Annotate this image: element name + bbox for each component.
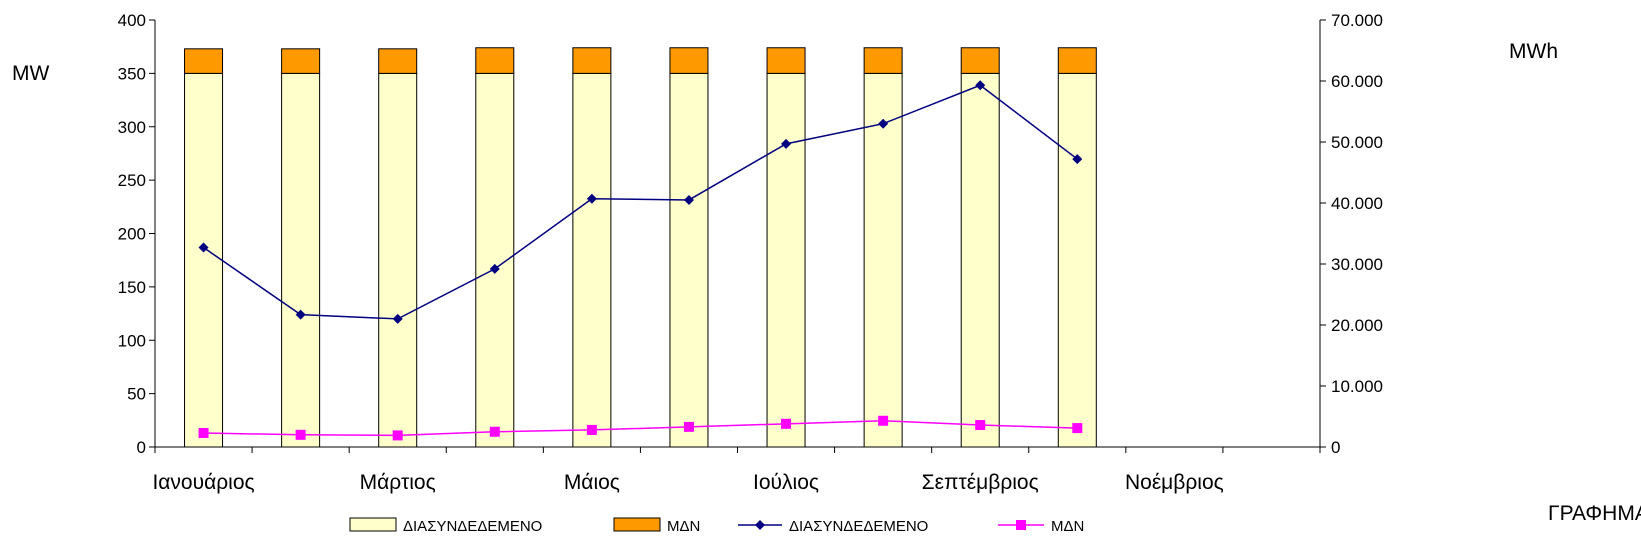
left-tick-label: 300 [118,118,146,137]
figure-caption: ΓΡΑΦΗΜΑ [1548,502,1641,525]
right-tick-label: 70.000 [1331,11,1383,30]
diamond-marker-point [781,138,792,149]
diamond-marker-point [878,118,889,129]
right-tick-label: 20.000 [1331,316,1383,335]
bar-interconnected [766,72,806,448]
bar-ndn [669,47,709,74]
legend-swatch-ndn-bar [613,517,661,532]
legend-label-interconnected-bar: ΔΙΑΣΥΝΔΕΔΕΜΕΝΟ [403,518,542,535]
right-tick-label: 0 [1331,438,1340,457]
square-marker-point [198,427,209,438]
right-tick-label: 30.000 [1331,255,1383,274]
left-tick-label: 50 [127,385,146,404]
category-label: Ιούλιος [753,471,819,494]
bar-ndn [1057,47,1097,74]
left-tick-label: 250 [118,171,146,190]
bar-interconnected [1057,72,1097,448]
category-label: Σεπτέμβριος [922,471,1039,494]
right-tick-label: 60.000 [1331,72,1383,91]
legend-label-interconnected-line: ΔΙΑΣΥΝΔΕΔΕΜΕΝΟ [789,518,928,535]
diamond-marker-point [392,313,403,324]
bar-interconnected [281,72,321,448]
diamond-marker-point [489,263,500,274]
left-tick-label: 150 [118,278,146,297]
left-tick-label: 200 [118,225,146,244]
legend-square-marker-icon [1016,520,1026,530]
right-tick-label: 40.000 [1331,194,1383,213]
bar-ndn [863,47,903,74]
right-axis-ticks: 0 10.000 20.000 30.000 40.000 50.000 60.000 70.… [1320,11,1383,457]
category-label: Μάιος [564,471,620,494]
square-marker-point [683,421,694,432]
legend: ΔΙΑΣΥΝΔΕΔΕΜΕΝΟ ΜΔΝ ΔΙΑΣΥΝΔΕΔΕΜΕΝΟ ΜΔΝ [349,517,1084,535]
diamond-marker-point [586,193,597,204]
axes-group [154,20,1321,453]
square-marker-point [975,420,986,431]
diamond-marker-point [198,242,209,253]
legend-diamond-marker-icon [755,520,765,530]
right-tick-label: 10.000 [1331,377,1383,396]
bar-ndn [378,48,418,74]
left-tick-label: 0 [137,438,146,457]
bar-interconnected [669,72,709,448]
bar-ndn [572,47,612,74]
category-label: Νοέμβριος [1125,471,1224,494]
bar-series-group [184,47,1097,448]
category-labels: Ιανουάριος Μάρτιος Μάιος Ιούλιος Σεπτέμβριος… [152,471,1223,494]
bar-interconnected [378,72,418,448]
diamond-marker-point [683,194,694,205]
bar-interconnected [863,72,903,448]
bar-interconnected [572,72,612,448]
legend-swatch-interconnected-bar [349,517,397,532]
category-label: Μάρτιος [360,471,436,494]
line-interconnected [203,84,1078,320]
left-tick-label: 100 [118,331,146,350]
square-marker-point [489,426,500,437]
line-series-group [198,80,1083,441]
square-marker-point [1072,423,1083,434]
square-marker-point [781,418,792,429]
bar-interconnected [184,72,224,448]
bar-ndn [184,48,224,74]
square-marker-point [392,430,403,441]
bar-ndn [960,47,1000,74]
bar-ndn [281,48,321,74]
line-ndn [203,420,1078,437]
bar-ndn [475,47,515,74]
square-marker-point [878,415,889,426]
bar-ndn [766,47,806,74]
left-axis-unit-label: MW [12,62,49,85]
category-label: Ιανουάριος [152,471,254,494]
legend-label-ndn-bar: ΜΔΝ [667,518,700,535]
legend-label-ndn-line: ΜΔΝ [1051,518,1084,535]
square-marker-point [295,429,306,440]
left-tick-label: 400 [118,11,146,30]
diamond-marker-point [1072,154,1083,165]
left-axis-ticks: 0 50 100 150 200 250 300 350 400 [118,11,155,457]
right-tick-label: 50.000 [1331,133,1383,152]
diamond-marker-point [975,80,986,91]
diamond-marker-point [295,309,306,320]
left-tick-label: 350 [118,64,146,83]
bar-interconnected [960,72,1000,448]
square-marker-point [586,424,597,435]
right-axis-unit-label: MWh [1509,40,1558,63]
